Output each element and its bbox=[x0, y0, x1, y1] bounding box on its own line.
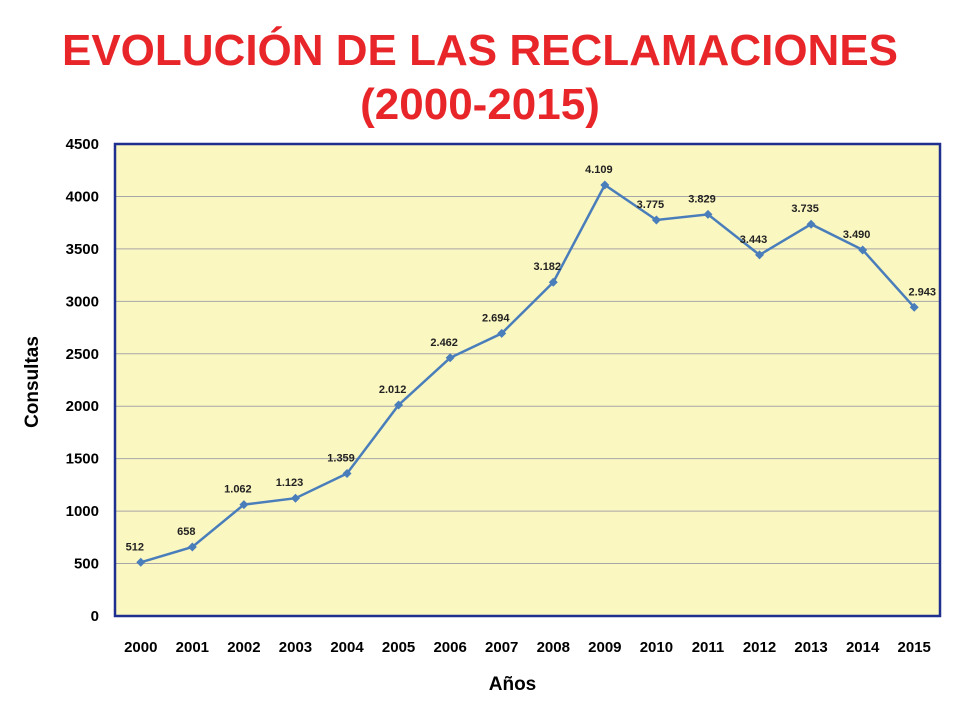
data-point bbox=[290, 493, 300, 503]
y-tick-label: 4000 bbox=[66, 188, 99, 205]
data-point bbox=[239, 500, 249, 510]
data-point bbox=[909, 302, 919, 312]
data-label: 2.943 bbox=[908, 286, 936, 298]
y-tick-label: 2000 bbox=[66, 398, 99, 415]
data-label: 3.775 bbox=[637, 199, 665, 211]
x-tick-label: 2011 bbox=[692, 639, 725, 656]
data-label: 3.735 bbox=[791, 203, 819, 215]
x-tick-label: 2013 bbox=[794, 639, 827, 656]
data-label: 2.694 bbox=[482, 312, 510, 324]
y-tick-label: 0 bbox=[91, 608, 99, 625]
y-tick-label: 2500 bbox=[66, 346, 99, 363]
x-tick-label: 2010 bbox=[640, 639, 673, 656]
x-tick-label: 2004 bbox=[330, 639, 364, 656]
x-tick-label: 2005 bbox=[382, 639, 415, 656]
plot-area bbox=[115, 144, 940, 616]
data-label: 3.490 bbox=[843, 229, 871, 241]
series-line bbox=[140, 183, 916, 564]
data-point bbox=[755, 250, 765, 260]
data-point bbox=[858, 245, 868, 255]
data-label: 4.109 bbox=[585, 164, 613, 176]
x-tick-label: 2009 bbox=[588, 639, 621, 656]
x-tick-label: 2007 bbox=[485, 639, 518, 656]
x-axis-ticks: 2000 2001 2002 2003 2004 2005 2006 2007 2008 2009… bbox=[124, 639, 931, 656]
y-tick-label: 3500 bbox=[66, 241, 99, 258]
chart-title: EVOLUCIÓN DE LAS RECLAMACIONES bbox=[61, 26, 899, 75]
y-tick-label: 4500 bbox=[66, 136, 99, 153]
x-tick-label: 2000 bbox=[124, 639, 157, 656]
plot-border bbox=[113, 142, 942, 618]
y-tick-label: 1000 bbox=[66, 503, 99, 520]
y-tick-label: 3000 bbox=[66, 293, 99, 310]
x-tick-label: 2006 bbox=[433, 639, 466, 656]
data-point bbox=[548, 277, 558, 287]
data-point bbox=[394, 400, 404, 410]
chart-subtitle: (2000-2015) bbox=[360, 80, 600, 129]
y-tick-label: 1500 bbox=[66, 451, 99, 468]
x-tick-label: 2001 bbox=[176, 639, 209, 656]
data-markers bbox=[136, 180, 919, 567]
data-label: 3.182 bbox=[534, 261, 562, 273]
data-point bbox=[497, 328, 507, 338]
data-label: 1.062 bbox=[224, 484, 252, 496]
x-tick-label: 2008 bbox=[537, 639, 570, 656]
data-point bbox=[445, 353, 455, 363]
data-label: 3.443 bbox=[740, 234, 768, 246]
x-tick-label: 2012 bbox=[743, 639, 776, 656]
data-point bbox=[187, 542, 197, 552]
y-tick-label: 500 bbox=[74, 556, 99, 573]
data-point bbox=[651, 215, 661, 225]
data-point bbox=[600, 180, 610, 190]
data-label: 3.829 bbox=[688, 193, 716, 205]
x-tick-label: 2015 bbox=[898, 639, 931, 656]
y-axis-ticks: 0 500 1000 1500 2000 2500 3000 3500 4000 4500 bbox=[66, 136, 99, 625]
x-tick-label: 2014 bbox=[846, 639, 880, 656]
y-axis-label: Consultas bbox=[22, 336, 43, 428]
data-labels: 512 658 1.062 1.123 1.359 2.012 2.462 2.694 3.18… bbox=[126, 164, 936, 553]
data-label: 1.123 bbox=[276, 477, 304, 489]
data-label: 2.012 bbox=[379, 384, 407, 396]
data-point bbox=[342, 468, 352, 478]
data-label: 1.359 bbox=[327, 452, 355, 464]
x-tick-label: 2002 bbox=[227, 639, 260, 656]
data-label: 512 bbox=[126, 541, 144, 553]
data-point bbox=[806, 219, 816, 229]
data-label: 2.462 bbox=[430, 337, 458, 349]
data-label: 658 bbox=[177, 526, 195, 538]
data-point bbox=[136, 557, 146, 567]
x-tick-label: 2003 bbox=[279, 639, 312, 656]
data-point bbox=[703, 209, 713, 219]
x-axis-label: Años bbox=[489, 674, 537, 695]
